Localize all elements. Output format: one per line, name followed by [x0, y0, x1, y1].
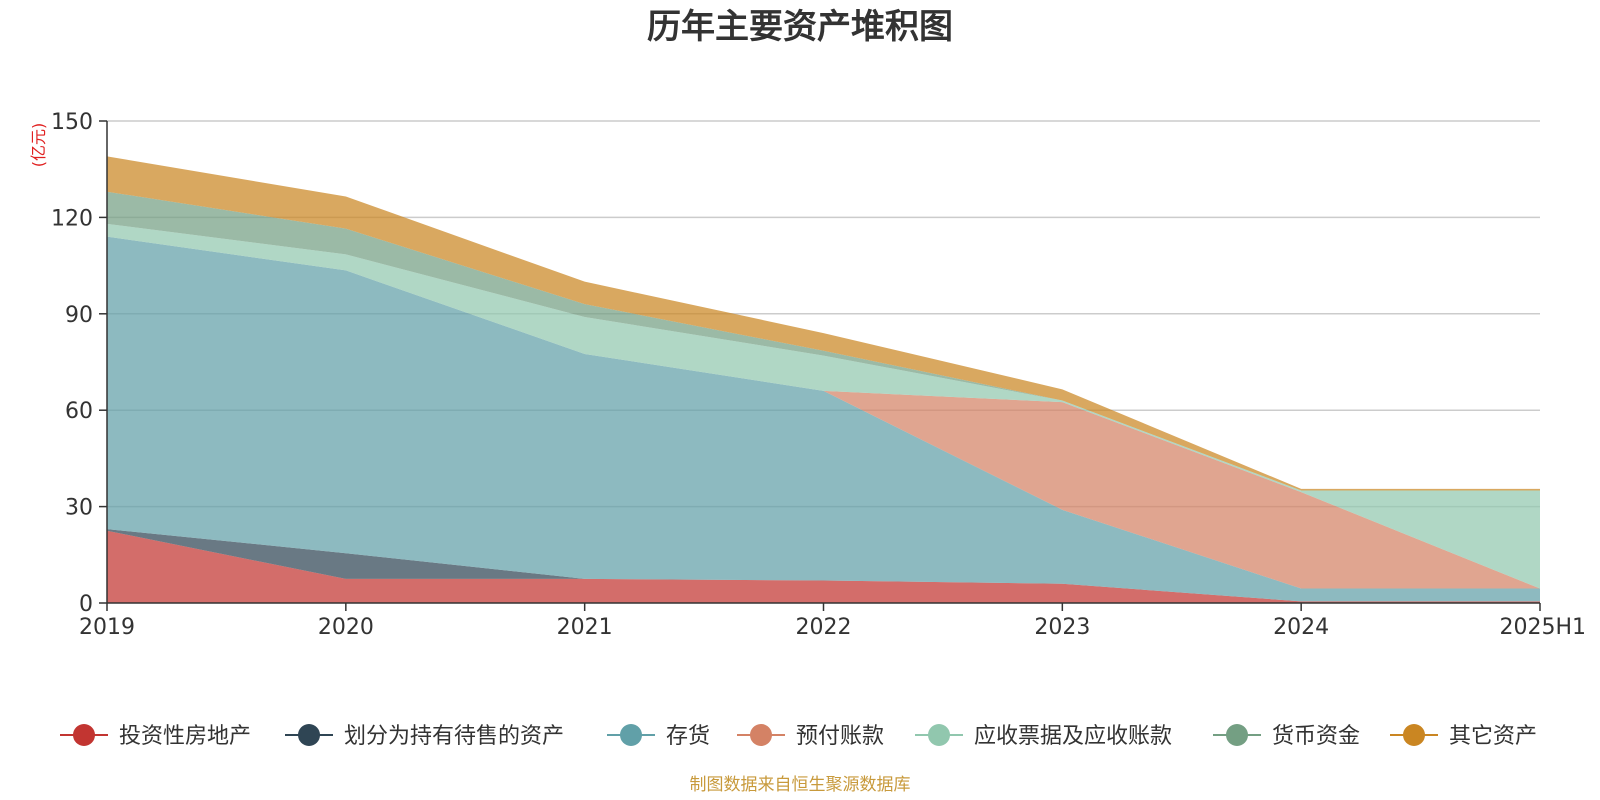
legend-marker — [750, 724, 772, 746]
legend-label: 预付账款 — [796, 724, 884, 749]
legend-label: 投资性房地产 — [119, 724, 251, 749]
legend-item-0[interactable]: 投资性房地产 — [60, 724, 251, 749]
legend-item-6[interactable]: 其它资产 — [1390, 724, 1537, 749]
series-areas — [107, 156, 1540, 603]
x-tick-label: 2025H1 — [1499, 615, 1586, 640]
x-tick-label: 2022 — [796, 615, 852, 640]
legend-label: 存货 — [666, 724, 710, 749]
legend-marker — [1226, 724, 1248, 746]
legend: 投资性房地产 划分为持有待售的资产 存货 预付账款 应收票据及应收账款 货币资金 其它资产 — [60, 724, 1537, 749]
area-series-3 — [107, 236, 1540, 589]
y-tick-labels: 0 30 60 90 120 150 — [51, 110, 93, 617]
legend-label: 货币资金 — [1272, 724, 1360, 749]
x-tick-labels: 2019 2020 2021 2022 2023 2024 2025H1 — [79, 615, 1586, 640]
legend-label: 划分为持有待售的资产 — [344, 724, 564, 749]
x-tick-label: 2021 — [557, 615, 613, 640]
source-note: 制图数据来自恒生聚源数据库 — [690, 775, 911, 795]
legend-item-5[interactable]: 货币资金 — [1213, 724, 1360, 749]
legend-item-1[interactable]: 划分为持有待售的资产 — [285, 724, 564, 749]
x-tick-label: 2023 — [1034, 615, 1090, 640]
y-tick-label: 150 — [51, 110, 93, 135]
chart-title: 历年主要资产堆积图 — [647, 7, 953, 47]
legend-marker — [73, 724, 95, 746]
legend-marker — [1403, 724, 1425, 746]
y-axis-unit: (亿元) — [29, 123, 48, 168]
x-tick-label: 2019 — [79, 615, 135, 640]
area-series-0 — [107, 530, 1540, 603]
area-series-6 — [107, 156, 1540, 491]
legend-item-4[interactable]: 应收票据及应收账款 — [915, 724, 1172, 749]
y-tick-label: 60 — [65, 399, 93, 424]
y-tick-label: 0 — [79, 592, 93, 617]
legend-item-3[interactable]: 预付账款 — [737, 724, 884, 749]
legend-marker — [620, 724, 642, 746]
legend-label: 其它资产 — [1449, 724, 1537, 749]
legend-item-2[interactable]: 存货 — [607, 724, 710, 749]
legend-marker — [928, 724, 950, 746]
legend-label: 应收票据及应收账款 — [974, 724, 1172, 749]
axes — [99, 120, 1541, 611]
y-tick-label: 30 — [65, 496, 93, 521]
area-series-5 — [107, 191, 1540, 491]
y-tick-label: 90 — [65, 303, 93, 328]
legend-marker — [298, 724, 320, 746]
y-tick-label: 120 — [51, 206, 93, 231]
area-series-1 — [107, 529, 1540, 602]
x-tick-label: 2020 — [318, 615, 374, 640]
x-tick-label: 2024 — [1273, 615, 1329, 640]
area-series-2 — [107, 236, 1540, 602]
